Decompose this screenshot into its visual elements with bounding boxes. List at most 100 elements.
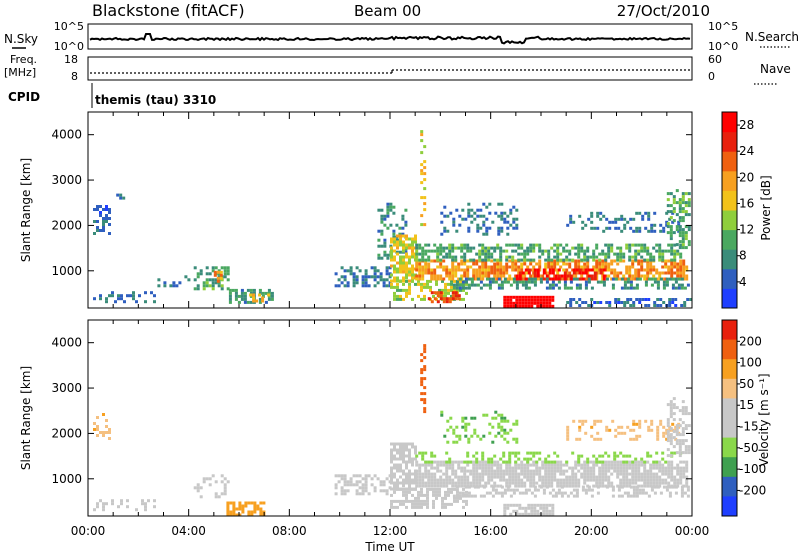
range-gate-cell xyxy=(575,437,579,441)
range-gate-cell xyxy=(605,301,609,304)
range-gate-cell xyxy=(523,457,527,461)
range-gate-cell xyxy=(475,277,479,281)
range-gate-cell xyxy=(586,466,590,470)
range-gate-cell xyxy=(590,277,594,281)
range-gate-cell xyxy=(466,481,470,485)
range-gate-cell xyxy=(396,243,399,247)
range-gate-cell xyxy=(408,237,411,241)
range-gate-cell xyxy=(668,304,672,307)
range-gate-cell xyxy=(628,463,632,467)
range-gate-cell xyxy=(640,460,644,464)
range-gate-cell xyxy=(533,298,537,302)
range-gate-cell xyxy=(458,277,462,281)
range-gate-cell xyxy=(454,469,458,473)
range-gate-cell xyxy=(626,286,630,290)
range-gate-cell xyxy=(669,192,673,196)
range-gate-cell xyxy=(443,229,447,233)
range-gate-cell xyxy=(96,220,99,223)
range-gate-cell xyxy=(679,252,683,256)
range-gate-cell xyxy=(678,246,682,250)
range-gate-cell xyxy=(637,271,641,275)
range-gate-cell xyxy=(614,217,618,221)
range-gate-cell xyxy=(678,448,682,452)
range-gate-cell xyxy=(666,204,670,208)
range-gate-cell xyxy=(545,298,549,302)
range-gate-cell xyxy=(605,428,609,432)
range-gate-cell xyxy=(484,481,488,485)
range-gate-cell xyxy=(520,463,524,467)
range-gate-cell xyxy=(213,270,217,274)
range-gate-cell xyxy=(586,475,590,479)
range-gate-cell xyxy=(598,472,602,476)
range-gate-cell xyxy=(96,226,99,229)
range-gate-cell xyxy=(599,437,603,441)
range-gate-cell xyxy=(572,419,576,423)
range-gate-cell xyxy=(439,481,443,485)
range-gate-cell xyxy=(442,297,446,301)
range-gate-cell xyxy=(496,246,500,250)
range-gate-cell xyxy=(478,265,482,269)
range-gate-cell xyxy=(235,507,239,511)
range-gate-cell xyxy=(433,454,437,458)
range-gate-cell xyxy=(589,475,593,479)
range-gate-cell xyxy=(420,371,424,375)
range-gate-cell xyxy=(373,474,377,478)
range-gate-cell xyxy=(590,220,594,224)
colorbar-tick-label: -50 xyxy=(739,441,759,455)
range-gate-cell xyxy=(436,291,440,295)
range-gate-cell xyxy=(611,220,615,224)
range-gate-cell xyxy=(485,229,489,233)
range-gate-cell xyxy=(423,398,427,402)
range-gate-cell xyxy=(420,502,423,506)
range-gate-cell xyxy=(496,469,500,473)
range-gate-cell xyxy=(601,259,605,263)
range-gate-cell xyxy=(430,466,434,470)
range-gate-cell xyxy=(408,442,411,446)
range-gate-cell xyxy=(497,229,501,233)
range-gate-cell xyxy=(649,252,653,256)
range-gate-cell xyxy=(631,481,635,485)
range-gate-cell xyxy=(581,301,585,304)
range-gate-cell xyxy=(529,481,533,485)
range-gate-cell xyxy=(599,419,603,423)
range-gate-cell xyxy=(444,282,447,286)
range-gate-cell xyxy=(664,469,668,473)
range-gate-cell xyxy=(580,249,584,253)
range-gate-cell xyxy=(685,478,689,482)
range-gate-cell xyxy=(405,460,408,464)
range-gate-cell xyxy=(453,279,456,283)
range-gate-cell xyxy=(451,262,455,266)
range-gate-cell xyxy=(662,229,666,233)
range-gate-cell xyxy=(334,492,338,496)
range-gate-cell xyxy=(421,457,425,461)
range-gate-cell xyxy=(676,472,680,476)
range-gate-cell xyxy=(548,491,552,495)
range-gate-cell xyxy=(596,491,600,495)
range-gate-cell xyxy=(556,454,560,458)
range-gate-cell xyxy=(463,484,467,488)
range-gate-cell xyxy=(678,439,682,443)
range-gate-cell xyxy=(462,487,465,491)
range-gate-cell xyxy=(343,477,347,481)
range-gate-cell xyxy=(427,478,431,482)
range-gate-cell xyxy=(524,491,528,495)
range-gate-cell xyxy=(670,252,674,256)
colorbar-segment xyxy=(722,210,737,231)
range-gate-cell xyxy=(617,488,621,492)
range-gate-cell xyxy=(234,297,238,301)
colorbar-tick-label: 28 xyxy=(739,118,754,132)
range-gate-cell xyxy=(536,503,540,507)
range-gate-cell xyxy=(487,252,491,256)
range-gate-cell xyxy=(511,258,515,262)
range-gate-cell xyxy=(370,266,374,270)
range-gate-cell xyxy=(496,277,500,281)
range-gate-cell xyxy=(565,460,569,464)
range-gate-cell xyxy=(520,252,524,256)
range-gate-cell xyxy=(619,451,623,455)
range-gate-cell xyxy=(390,487,393,491)
range-gate-cell xyxy=(662,434,666,438)
range-gate-cell xyxy=(607,249,611,253)
range-gate-cell xyxy=(500,202,504,206)
range-gate-cell xyxy=(574,466,578,470)
range-gate-cell xyxy=(337,480,341,484)
